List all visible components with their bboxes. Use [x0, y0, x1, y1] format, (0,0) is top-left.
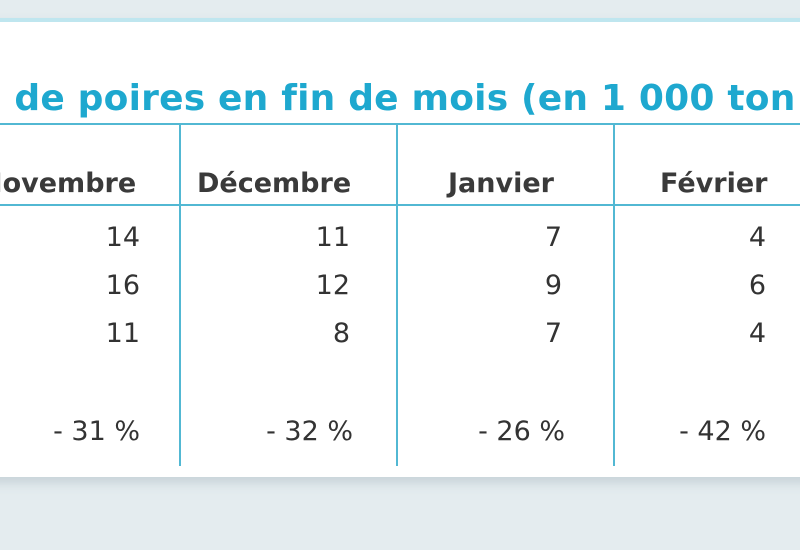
- table-cell: 12: [315, 270, 350, 301]
- table-cell: 14: [105, 222, 140, 253]
- header-top-rule: [0, 123, 800, 125]
- table-cell: 11: [105, 318, 140, 349]
- variation-cell: - 42 %: [679, 416, 766, 447]
- variation-cell: - 32 %: [266, 416, 353, 447]
- table-cell: 11: [315, 222, 350, 253]
- table-cell: 4: [748, 318, 766, 349]
- column-header-decembre: Décembre: [197, 168, 352, 199]
- table-cell: 7: [544, 318, 562, 349]
- variation-cell: - 26 %: [478, 416, 565, 447]
- column-divider: [613, 123, 615, 466]
- table-cell: 8: [332, 318, 350, 349]
- variation-cell: - 31 %: [53, 416, 140, 447]
- table-cell: 9: [544, 270, 562, 301]
- column-header-janvier: Janvier: [448, 168, 554, 199]
- table-cell: 6: [748, 270, 766, 301]
- column-divider: [396, 123, 398, 466]
- header-bottom-rule: [0, 204, 800, 206]
- column-divider: [179, 123, 181, 466]
- table-card: s de poires en fin de mois (en 1 000 ton…: [0, 18, 800, 477]
- column-header-fevrier: Février: [660, 168, 768, 199]
- table-cell: 7: [544, 222, 562, 253]
- table-cell: 4: [748, 222, 766, 253]
- table-title: s de poires en fin de mois (en 1 000 ton: [0, 78, 796, 119]
- column-header-novembre: Novembre: [0, 168, 137, 199]
- table-cell: 16: [105, 270, 140, 301]
